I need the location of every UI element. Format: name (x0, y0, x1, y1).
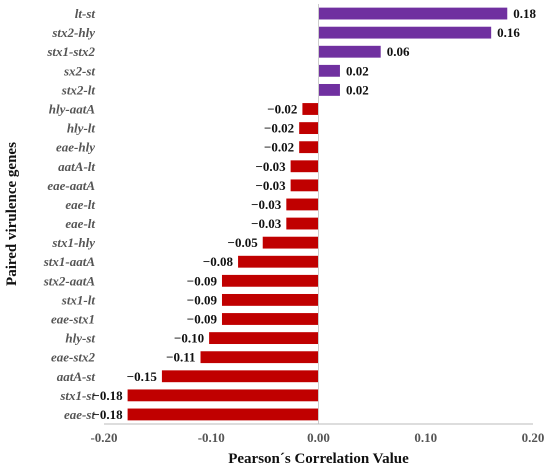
data-label-10: −0.03 (251, 197, 282, 212)
category-label-0: lt-st (75, 6, 96, 21)
bar-11 (286, 217, 319, 230)
data-label-8: −0.03 (255, 159, 286, 174)
category-labels-layer: lt-st stx2-hly stx1-stx2 sx2-st stx2-lt hly-a… (43, 6, 96, 422)
bar-15 (221, 293, 319, 306)
x-axis-title: Pearson´s Correlation Value (228, 451, 409, 467)
bar-4 (318, 83, 340, 96)
category-label-4: stx2-lt (61, 82, 96, 97)
data-label-9: −0.03 (255, 178, 286, 193)
category-label-15: stx1-lt (61, 292, 96, 307)
data-label-17: −0.10 (174, 331, 204, 346)
bar-2 (318, 45, 381, 58)
bar-0 (318, 7, 508, 20)
category-label-21: eae-st (64, 407, 95, 422)
data-label-7: −0.02 (264, 140, 294, 155)
x-tick-label-1: -0.10 (198, 430, 225, 445)
data-label-11: −0.03 (251, 216, 282, 231)
data-label-12: −0.05 (228, 235, 259, 250)
data-label-3: 0.02 (346, 63, 369, 78)
category-label-3: sx2-st (63, 63, 95, 78)
x-tick-label-4: 0.20 (522, 430, 545, 445)
x-tick-labels-layer: -0.20 -0.10 0.00 0.10 0.20 (90, 430, 544, 445)
bar-3 (318, 64, 340, 77)
data-label-15: −0.09 (187, 292, 218, 307)
data-label-14: −0.09 (187, 273, 218, 288)
data-label-13: −0.08 (203, 254, 234, 269)
data-label-16: −0.09 (187, 312, 218, 327)
data-label-2: 0.06 (387, 44, 410, 59)
bar-18 (200, 351, 319, 364)
x-tick-label-3: 0.10 (414, 430, 437, 445)
category-label-11: eae-lt (65, 216, 95, 231)
bar-5 (302, 103, 319, 115)
category-label-14: stx2-aatA (43, 273, 96, 288)
category-label-12: stx1-hly (51, 235, 95, 250)
bar-10 (286, 198, 319, 211)
category-label-19: aatA-st (57, 369, 96, 384)
category-label-7: eae-hly (56, 140, 95, 155)
data-label-0: 0.18 (513, 6, 536, 21)
category-label-5: hly-aatA (49, 102, 96, 117)
category-label-6: hly-lt (67, 121, 96, 136)
data-label-20: −0.18 (92, 388, 123, 403)
data-labels-layer: 0.18 0.16 0.06 0.02 0.02 −0.02 −0.02 −0.02 −0.03… (92, 6, 536, 422)
data-label-1: 0.16 (497, 25, 520, 40)
category-label-18: eae-stx2 (51, 350, 96, 365)
category-label-10: eae-lt (65, 197, 95, 212)
data-label-18: −0.11 (166, 350, 195, 365)
bar-7 (299, 141, 319, 154)
category-label-13: stx1-aatA (43, 254, 96, 269)
category-label-9: eae-aatA (47, 178, 95, 193)
data-label-19: −0.15 (127, 369, 158, 384)
category-label-2: stx1-stx2 (46, 44, 95, 59)
bar-14 (221, 274, 319, 287)
data-label-5: −0.02 (267, 102, 297, 117)
x-tick-label-0: -0.20 (90, 430, 117, 445)
bar-17 (209, 332, 319, 345)
category-label-8: aatA-lt (58, 159, 95, 174)
bars-layer (127, 7, 508, 421)
bar-8 (290, 160, 319, 173)
bar-16 (221, 313, 319, 325)
data-label-6: −0.02 (264, 121, 294, 136)
bar-20 (127, 389, 319, 402)
bar-13 (238, 255, 319, 268)
y-axis-title: Paired virulence genes (4, 142, 20, 286)
category-label-20: stx1-st (59, 388, 95, 403)
category-label-1: stx2-hly (51, 25, 95, 40)
bar-21 (127, 408, 319, 421)
data-label-4: 0.02 (346, 82, 369, 97)
bar-6 (299, 122, 319, 135)
bar-19 (161, 370, 319, 383)
bar-1 (318, 26, 492, 39)
bar-9 (290, 179, 319, 192)
data-label-21: −0.18 (92, 407, 123, 422)
category-label-16: eae-stx1 (51, 312, 95, 327)
bar-12 (262, 236, 319, 249)
category-label-17: hly-st (65, 331, 95, 346)
x-tick-label-2: 0.00 (307, 430, 330, 445)
